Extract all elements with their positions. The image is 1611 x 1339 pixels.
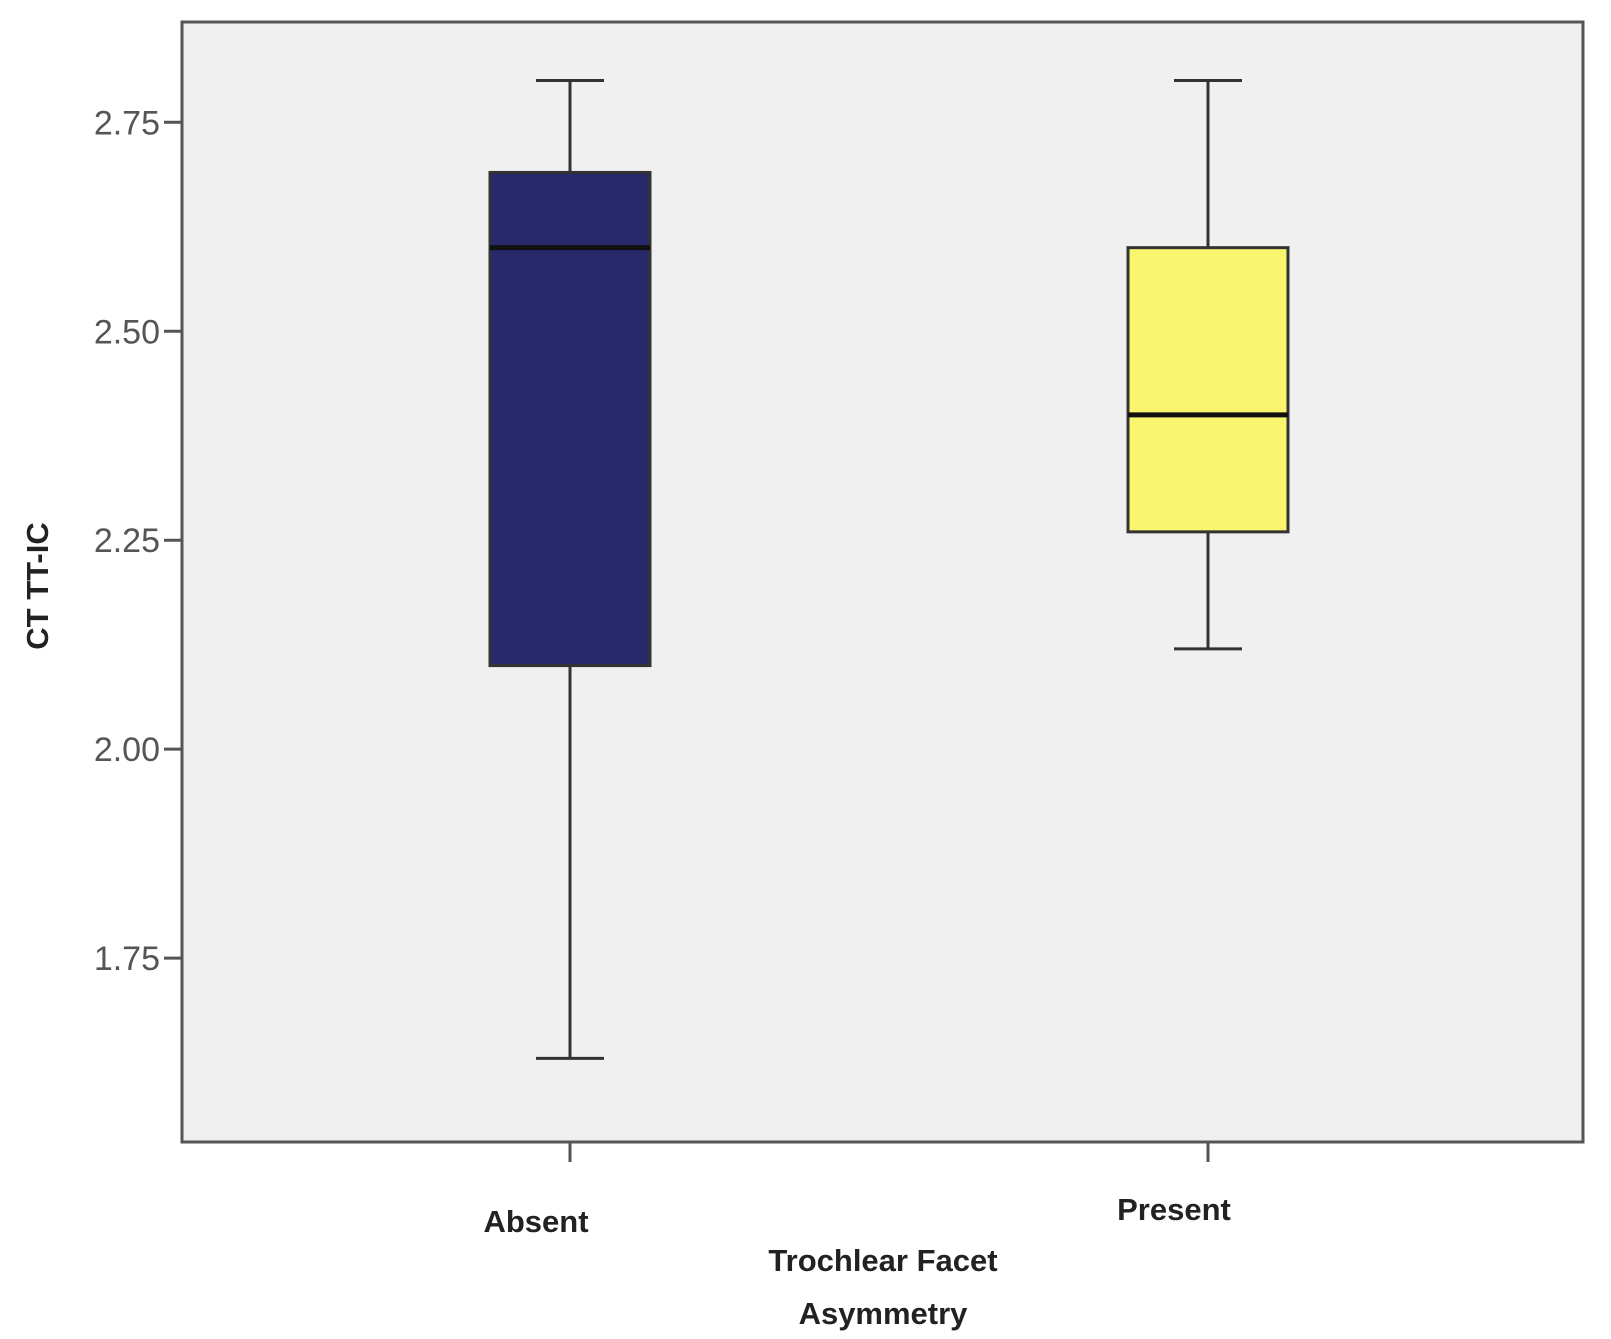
x-tick-label-absent: Absent bbox=[483, 1204, 588, 1239]
plot-area bbox=[180, 20, 1585, 1144]
iqr-box bbox=[488, 170, 652, 668]
x-axis-title-line-2: Asymmetry bbox=[799, 1296, 969, 1331]
box-present bbox=[1126, 79, 1290, 651]
box-absent bbox=[488, 79, 652, 1060]
box-group bbox=[488, 79, 1290, 1060]
y-axis-ticks: 1.75 2.00 2.25 2.50 2.75 bbox=[94, 104, 182, 978]
x-axis-ticks: Absent Present bbox=[483, 1142, 1231, 1239]
iqr-box bbox=[1126, 246, 1290, 534]
y-tick-label: 2.25 bbox=[94, 522, 160, 560]
y-tick-label: 2.75 bbox=[94, 104, 160, 142]
x-axis-title-line-1: Trochlear Facet bbox=[768, 1243, 997, 1278]
y-tick-label: 2.50 bbox=[94, 313, 160, 351]
x-tick-label-present: Present bbox=[1117, 1192, 1231, 1227]
y-axis-title: CT TT-IC bbox=[20, 522, 55, 649]
y-tick-label: 1.75 bbox=[94, 940, 160, 978]
y-tick-label: 2.00 bbox=[94, 731, 160, 769]
